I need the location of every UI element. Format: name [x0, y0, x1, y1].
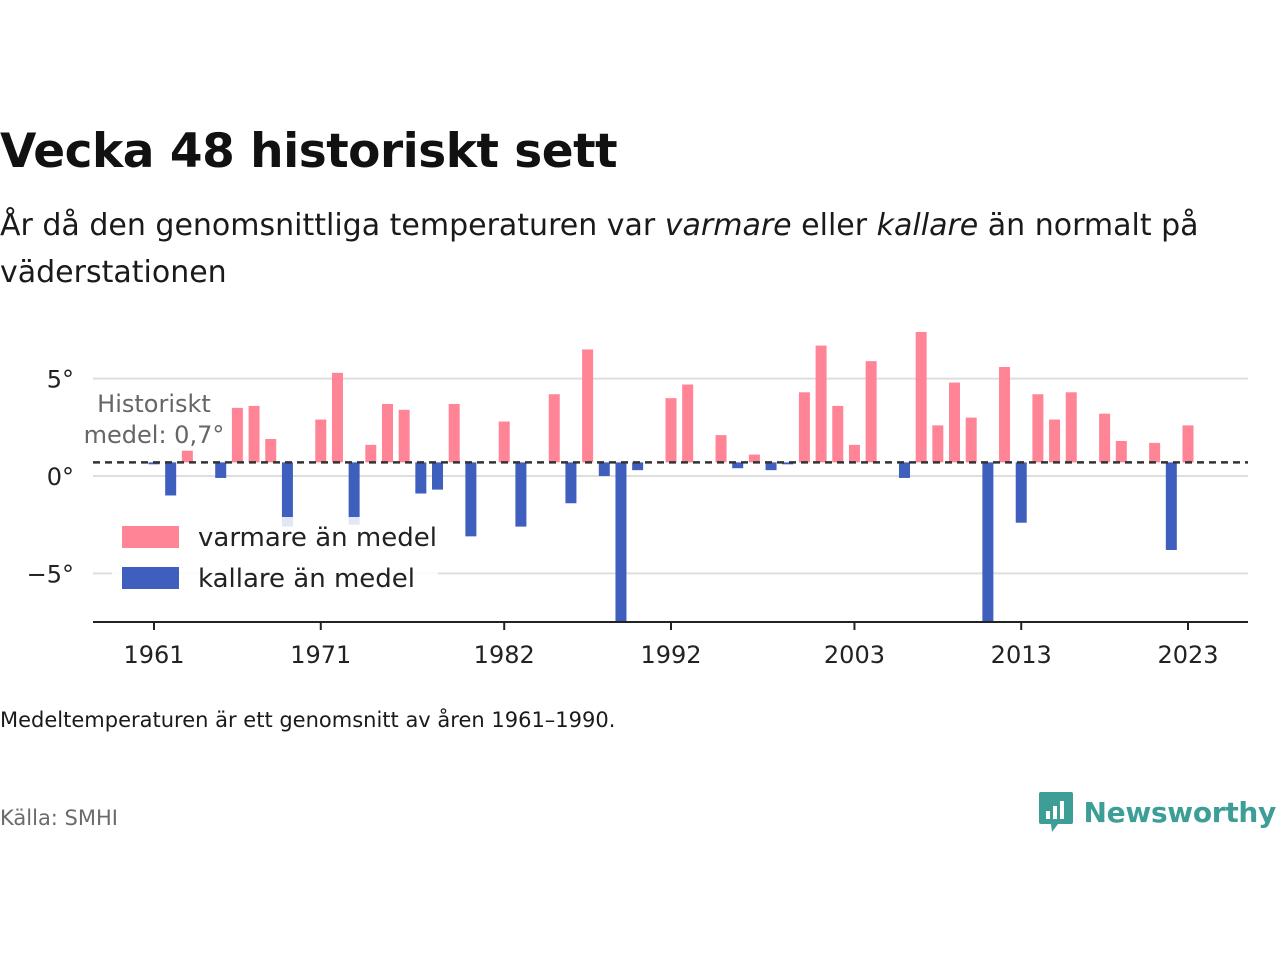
- legend-swatch-cold: [122, 567, 179, 589]
- bar: [348, 462, 360, 525]
- y-tick-label: 0°: [47, 463, 74, 491]
- bar: [1049, 419, 1061, 463]
- newsworthy-logo-icon: [1038, 792, 1073, 832]
- bar: [982, 462, 994, 622]
- bar: [381, 403, 393, 463]
- bar: [865, 361, 877, 463]
- bar: [365, 444, 377, 463]
- legend-swatch-warm: [122, 526, 179, 548]
- x-tick-label: 1992: [640, 641, 701, 669]
- bar: [848, 444, 860, 463]
- bar: [1182, 425, 1194, 463]
- bar: [165, 462, 177, 496]
- bar: [999, 366, 1011, 463]
- bar: [415, 462, 427, 494]
- x-tick-label: 2013: [991, 641, 1052, 669]
- bar: [548, 394, 560, 463]
- x-tick-label: 1971: [290, 641, 351, 669]
- bar: [1065, 392, 1077, 463]
- bar: [1099, 413, 1111, 463]
- bar: [181, 450, 193, 463]
- subtitle-part: eller: [791, 208, 877, 243]
- bar: [915, 331, 927, 463]
- y-tick-label: 5°: [47, 366, 74, 394]
- bar: [1015, 462, 1027, 523]
- bar: [281, 462, 293, 527]
- bar: [1032, 394, 1044, 463]
- bar: [815, 345, 827, 463]
- brand: Newsworthy: [1038, 790, 1276, 834]
- baseline-label: Historiskt: [97, 390, 211, 418]
- bar: [315, 419, 327, 463]
- x-tick-label: 1982: [474, 641, 535, 669]
- subtitle-cold-word: kallare: [876, 208, 979, 243]
- bar: [632, 462, 644, 471]
- bar: [498, 421, 510, 463]
- bar: [265, 439, 277, 463]
- x-tick-label: 1961: [123, 641, 184, 669]
- bar: [798, 392, 810, 463]
- bar: [432, 462, 444, 490]
- bar: [765, 462, 777, 471]
- bar: [615, 462, 627, 622]
- chart-subtitle: År då den genomsnittliga temperaturen va…: [0, 202, 1270, 296]
- bar-chart: −5° 0° 5° 1961 1971 1982 1992 2003 2013 2023 Histo…: [27, 331, 1248, 669]
- subtitle-part: År då den genomsnittliga temperaturen va…: [0, 208, 665, 243]
- chart-title: Vecka 48 historiskt sett: [0, 124, 618, 179]
- bar: [732, 462, 744, 469]
- bar: [782, 462, 794, 465]
- x-tick-label: 2023: [1157, 641, 1218, 669]
- brand-name: Newsworthy: [1083, 795, 1277, 829]
- chart-note: Medeltemperaturen är ett genomsnitt av å…: [0, 708, 616, 732]
- bar: [932, 425, 944, 463]
- bar: [1149, 442, 1161, 463]
- subtitle-warm-word: varmare: [664, 208, 792, 243]
- bar: [331, 372, 343, 463]
- bar: [582, 349, 594, 463]
- legend-label-warm: varmare än medel: [198, 523, 437, 553]
- bar: [515, 462, 527, 527]
- bar: [965, 417, 977, 463]
- bar: [231, 407, 243, 463]
- bar: [682, 384, 694, 463]
- baseline-label: medel: 0,7°: [84, 421, 225, 449]
- bar: [665, 398, 677, 463]
- y-tick-label: −5°: [27, 560, 74, 588]
- bar: [215, 462, 227, 478]
- bar: [598, 462, 610, 476]
- bar: [248, 405, 260, 463]
- bar: [898, 462, 910, 478]
- legend-label-cold: kallare än medel: [198, 564, 415, 594]
- bar: [949, 382, 961, 463]
- bar: [1115, 440, 1127, 463]
- bar: [448, 403, 460, 463]
- bar: [715, 435, 727, 463]
- bar: [748, 454, 760, 463]
- x-tick-label: 2003: [824, 641, 885, 669]
- bar: [398, 409, 410, 463]
- source-label: Källa: SMHI: [0, 806, 118, 830]
- subtitle-part: än normalt på väderstationen: [0, 208, 1199, 290]
- bar: [1165, 462, 1177, 550]
- bar: [565, 462, 577, 504]
- bar: [465, 462, 477, 537]
- bar: [832, 405, 844, 463]
